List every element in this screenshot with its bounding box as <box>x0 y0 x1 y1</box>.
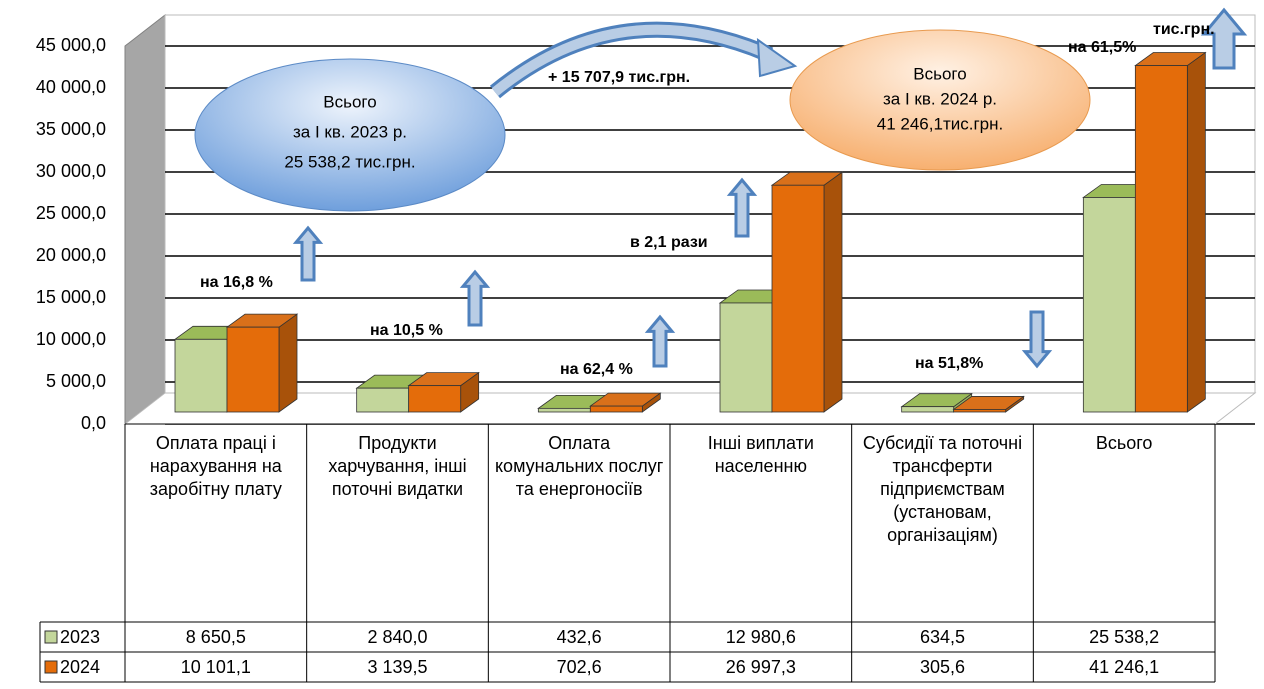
bar <box>953 409 1007 413</box>
value-label: 8 650,5 <box>186 627 246 647</box>
y-tick-label: 40 000,0 <box>36 77 106 97</box>
x-tick-label: Продукти харчування, інші поточні видатк… <box>328 433 467 499</box>
value-label: 26 997,3 <box>726 657 796 677</box>
ellipse-text: Всього <box>323 92 376 111</box>
bar <box>356 387 410 413</box>
x-tick-label: Субсидії та поточні трансферти підприємс… <box>862 433 1023 545</box>
value-label: 432,6 <box>557 627 602 647</box>
value-label: 2 840,0 <box>367 627 427 647</box>
y-tick-label: 25 000,0 <box>36 203 106 223</box>
y-tick-label: 0,0 <box>81 413 106 433</box>
block-arrow <box>644 314 676 368</box>
category-cell: Оплата праці і нарахування на заробітну … <box>149 433 282 499</box>
category-cell: Субсидії та поточні трансферти підприємс… <box>862 433 1023 545</box>
annotation: в 2,1 рази <box>630 234 708 251</box>
annotation: тис.грн. <box>1153 21 1215 38</box>
x-tick-label: Всього <box>1095 433 1153 453</box>
y-tick-label: 5 000,0 <box>46 371 106 391</box>
ellipse-2024 <box>789 29 1091 171</box>
legend-label: 2023 <box>60 627 100 647</box>
y-tick-label: 35 000,0 <box>36 119 106 139</box>
bar <box>771 184 825 413</box>
category-cell: Всього <box>1095 433 1153 453</box>
bar <box>174 338 228 413</box>
ellipse-text: Всього <box>913 64 966 83</box>
ellipse-2023 <box>194 58 506 212</box>
block-arrow <box>292 225 324 282</box>
value-label: 10 101,1 <box>181 657 251 677</box>
ellipse-text: за I кв. 2024 р. <box>883 89 997 108</box>
side-wall <box>124 13 166 426</box>
value-label: 3 139,5 <box>367 657 427 677</box>
y-tick-label: 45 000,0 <box>36 35 106 55</box>
x-tick-label: Оплата комунальних послуг та енергоносії… <box>494 433 664 499</box>
bar <box>537 407 591 413</box>
bar <box>589 405 643 413</box>
ellipse-text: 41 246,1тис.грн. <box>877 114 1003 133</box>
value-label: 12 980,6 <box>726 627 796 647</box>
annotation: на 62,4 % <box>560 361 633 378</box>
bar <box>1134 65 1188 413</box>
bar <box>1082 197 1136 413</box>
category-cell: Оплата комунальних послуг та енергоносії… <box>494 433 664 499</box>
ellipse-text: за I кв. 2023 р. <box>293 122 407 141</box>
block-arrow <box>726 177 758 238</box>
value-label: 634,5 <box>920 627 965 647</box>
legend-swatch <box>44 660 58 674</box>
bar <box>719 302 773 413</box>
annotation: на 51,8% <box>915 355 983 372</box>
block-arrow <box>1200 7 1248 70</box>
value-label: 305,6 <box>920 657 965 677</box>
value-label: 702,6 <box>557 657 602 677</box>
bar <box>901 406 955 413</box>
bar <box>226 326 280 413</box>
legend-label: 2024 <box>60 657 100 677</box>
annotation: на 16,8 % <box>200 274 273 291</box>
block-arrow <box>1021 310 1053 369</box>
curved-arrow-head <box>756 37 798 78</box>
bar <box>408 385 462 413</box>
x-tick-label: Оплата праці і нарахування на заробітну … <box>149 433 282 499</box>
y-tick-label: 20 000,0 <box>36 245 106 265</box>
y-tick-label: 30 000,0 <box>36 161 106 181</box>
annotation: на 10,5 % <box>370 322 443 339</box>
ellipse-text: 25 538,2 тис.грн. <box>284 152 415 171</box>
value-label: 25 538,2 <box>1089 627 1159 647</box>
bar-side <box>1186 51 1206 413</box>
curved-arrow-inner <box>491 24 772 96</box>
x-tick-label: Інші виплати населенню <box>707 433 814 476</box>
y-tick-label: 10 000,0 <box>36 329 106 349</box>
legend-swatch <box>44 630 58 644</box>
block-arrow <box>459 269 491 327</box>
category-cell: Продукти харчування, інші поточні видатк… <box>328 433 467 499</box>
annotation: на 61,5% <box>1068 39 1136 56</box>
y-tick-label: 15 000,0 <box>36 287 106 307</box>
value-label: 41 246,1 <box>1089 657 1159 677</box>
annotation: + 15 707,9 тис.грн. <box>548 69 690 86</box>
bar-side <box>823 171 843 413</box>
bar-side <box>278 313 298 413</box>
category-cell: Інші виплати населенню <box>707 433 814 476</box>
